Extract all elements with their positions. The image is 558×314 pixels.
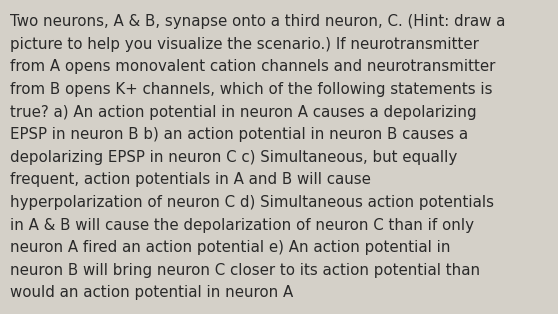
Text: depolarizing EPSP in neuron C c) Simultaneous, but equally: depolarizing EPSP in neuron C c) Simulta… [10,150,458,165]
Text: from B opens K+ channels, which of the following statements is: from B opens K+ channels, which of the f… [10,82,493,97]
Text: would an action potential in neuron A: would an action potential in neuron A [10,285,294,300]
Text: from A opens monovalent cation channels and neurotransmitter: from A opens monovalent cation channels … [10,59,496,74]
Text: in A & B will cause the depolarization of neuron C than if only: in A & B will cause the depolarization o… [10,218,474,233]
Text: neuron B will bring neuron C closer to its action potential than: neuron B will bring neuron C closer to i… [10,263,480,278]
Text: neuron A fired an action potential e) An action potential in: neuron A fired an action potential e) An… [10,240,450,255]
Text: frequent, action potentials in A and B will cause: frequent, action potentials in A and B w… [10,172,371,187]
Text: Two neurons, A & B, synapse onto a third neuron, C. (Hint: draw a: Two neurons, A & B, synapse onto a third… [10,14,506,29]
Text: EPSP in neuron B b) an action potential in neuron B causes a: EPSP in neuron B b) an action potential … [10,127,468,142]
Text: hyperpolarization of neuron C d) Simultaneous action potentials: hyperpolarization of neuron C d) Simulta… [10,195,494,210]
Text: picture to help you visualize the scenario.) If neurotransmitter: picture to help you visualize the scenar… [10,37,479,52]
Text: true? a) An action potential in neuron A causes a depolarizing: true? a) An action potential in neuron A… [10,105,477,120]
